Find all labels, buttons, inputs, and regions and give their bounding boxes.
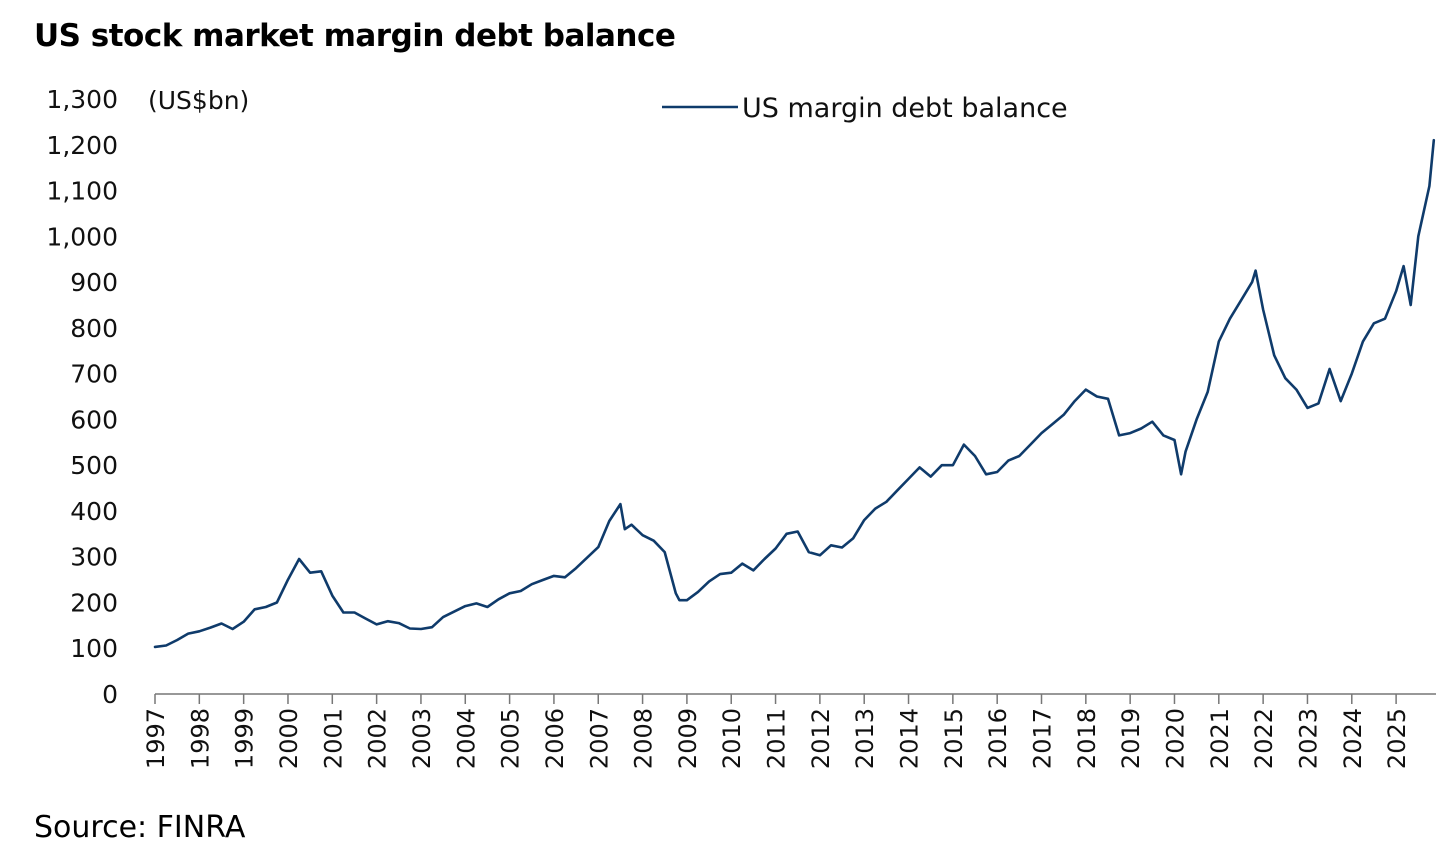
x-tick-label: 2022: [1250, 708, 1278, 769]
x-tick-label: 2005: [497, 708, 525, 769]
x-tick-label: 2018: [1073, 708, 1101, 769]
legend-label: US margin debt balance: [742, 93, 1068, 124]
x-tick-label: 2013: [851, 708, 879, 769]
x-tick-label: 2001: [319, 708, 347, 769]
x-tick-label: 2004: [452, 708, 480, 769]
x-tick-label: 1997: [142, 708, 170, 769]
y-tick-label: 800: [70, 314, 118, 343]
y-tick-label: 300: [70, 543, 118, 572]
x-tick-label: 2019: [1117, 708, 1145, 769]
chart-source: Source: FINRA: [34, 810, 246, 845]
x-tick-label: 2021: [1206, 708, 1234, 769]
x-tick-label: 2002: [364, 708, 392, 769]
x-tick-label: 1998: [186, 708, 214, 769]
x-tick-label: 2012: [807, 708, 835, 769]
y-tick-label: 1,100: [46, 177, 118, 206]
x-tick-label: 2025: [1383, 708, 1411, 769]
x-tick-label: 2007: [585, 708, 613, 769]
x-tick-label: 2016: [984, 708, 1012, 769]
y-tick-label: 100: [70, 634, 118, 663]
y-tick-label: 600: [70, 405, 118, 434]
x-axis: 1997 1998 1999 2000 2001 2002 2003 2004 2005 2006…: [142, 693, 1436, 769]
x-tick-label: 2003: [408, 708, 436, 769]
y-tick-label: 0: [102, 680, 118, 709]
x-tick-label: 2011: [763, 708, 791, 769]
y-tick-label: 1,000: [46, 222, 118, 251]
y-tick-label: 500: [70, 451, 118, 480]
chart-title: US stock market margin debt balance: [34, 18, 676, 54]
series-line: [153, 138, 1436, 649]
x-tick-label: 2015: [940, 708, 968, 769]
y-axis-label: (US$bn): [148, 86, 249, 115]
x-tick-label: 2024: [1339, 708, 1367, 769]
x-tick-label: 1999: [231, 708, 259, 769]
x-tick-label: 2010: [718, 708, 746, 769]
x-tick-label: 2009: [674, 708, 702, 769]
x-tick-label: 2020: [1161, 708, 1189, 769]
series-layer: [153, 138, 1436, 649]
x-tick-label: 2017: [1029, 708, 1057, 769]
x-tick-label: 2014: [896, 708, 924, 769]
y-tick-label: 400: [70, 497, 118, 526]
x-tick-label: 2008: [630, 708, 658, 769]
y-axis: 0 100 200 300 400 500 600 700 800 900 1,000 1,100 1,…: [46, 85, 249, 709]
y-tick-label: 200: [70, 588, 118, 617]
y-tick-label: 1,200: [46, 131, 118, 160]
y-tick-label: 1,300: [46, 85, 118, 114]
y-tick-label: 900: [70, 268, 118, 297]
x-tick-label: 2000: [275, 708, 303, 769]
legend: US margin debt balance: [662, 93, 1068, 124]
x-tick-label: 2023: [1294, 708, 1322, 769]
y-tick-label: 700: [70, 360, 118, 389]
x-tick-label: 2006: [541, 708, 569, 769]
